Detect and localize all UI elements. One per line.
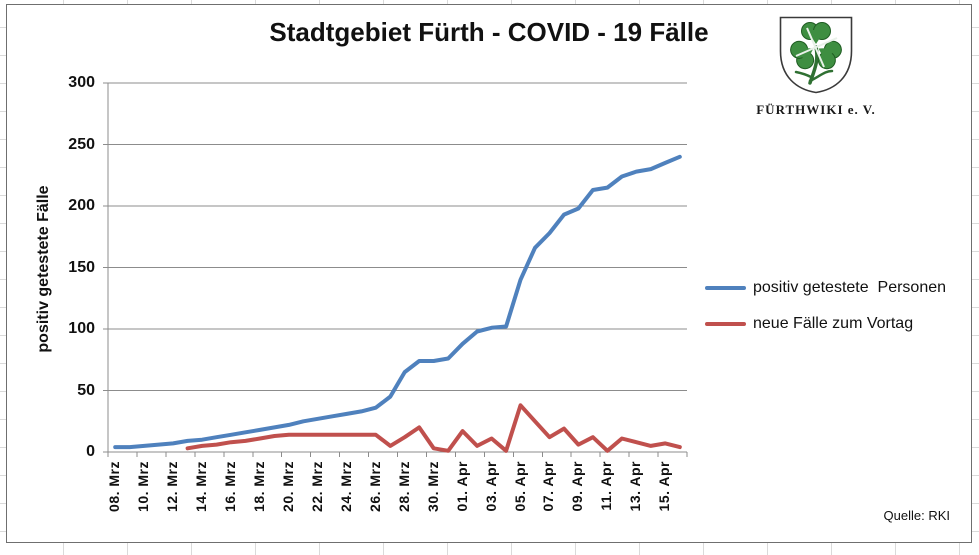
legend-swatch-blue-line	[705, 286, 746, 290]
y-tick-label: 200	[68, 197, 95, 214]
x-tick-label: 11. Apr	[598, 461, 615, 511]
x-tick-label: 07. Apr	[540, 461, 557, 512]
clover-leaf	[801, 22, 831, 44]
clover-cross-line	[806, 27, 825, 68]
source-note: Quelle: RKI	[883, 508, 950, 523]
legend-label: positiv getestete Personen	[753, 279, 947, 296]
axes	[103, 82, 688, 457]
y-tick-label: 150	[68, 258, 95, 276]
x-tick-label: 26. Mrz	[366, 461, 383, 512]
chart-title: Stadtgebiet Fürth - COVID - 19 Fälle	[269, 17, 709, 47]
y-tick-label: 50	[77, 381, 95, 399]
chart-legend: positiv getestete Personen neue Fälle zu…	[705, 279, 946, 351]
fuerth-coat-of-arms-icon	[779, 16, 853, 94]
logo-org-name: FÜRTHWIKI e. V.	[756, 102, 876, 117]
chart-area: Stadtgebiet Fürth - COVID - 19 Fälle pos…	[6, 4, 972, 543]
y-tick-label: 300	[68, 74, 95, 91]
y-tick-label: 0	[86, 443, 95, 460]
legend-item-neue-faelle: neue Fälle zum Vortag	[705, 315, 946, 333]
legend-swatch-red-line	[705, 322, 746, 326]
x-tick-label: 30. Mrz	[424, 461, 441, 512]
x-tick-label: 24. Mrz	[337, 461, 354, 512]
x-tick-label: 15. Apr	[656, 461, 673, 512]
legend-item-positiv: positiv getestete Personen	[705, 279, 946, 297]
x-tick-label: 08. Mrz	[106, 461, 123, 512]
x-tick-label: 05. Apr	[511, 461, 528, 512]
x-tick-label: 10. Mrz	[135, 461, 152, 512]
x-tick-label: 22. Mrz	[308, 461, 325, 512]
x-tick-label: 03. Apr	[482, 461, 499, 512]
clover-blade	[808, 69, 834, 83]
x-tick-label: 01. Apr	[453, 461, 470, 512]
x-tick-label: 12. Mrz	[164, 461, 181, 512]
x-tick-label: 13. Apr	[627, 461, 644, 512]
x-tick-label: 09. Apr	[569, 461, 586, 512]
gridlines	[108, 82, 687, 391]
series-line-neue-faelle	[185, 403, 682, 453]
plot-canvas	[103, 82, 688, 457]
fuerthwiki-logo: FÜRTHWIKI e. V.	[756, 15, 876, 118]
x-tick-label: 16. Mrz	[222, 461, 239, 512]
x-tick-label: 28. Mrz	[395, 461, 412, 512]
y-tick-label: 250	[68, 135, 95, 153]
clover-cross-line	[795, 37, 838, 57]
series-line-positiv-getestete	[113, 154, 682, 450]
y-tick-label: 100	[68, 320, 95, 337]
x-tick-label: 18. Mrz	[250, 461, 267, 512]
x-tick-label: 14. Mrz	[193, 461, 210, 512]
x-tick-label: 20. Mrz	[279, 461, 296, 512]
legend-label: neue Fälle zum Vortag	[753, 315, 914, 332]
clover-blade	[794, 70, 813, 79]
